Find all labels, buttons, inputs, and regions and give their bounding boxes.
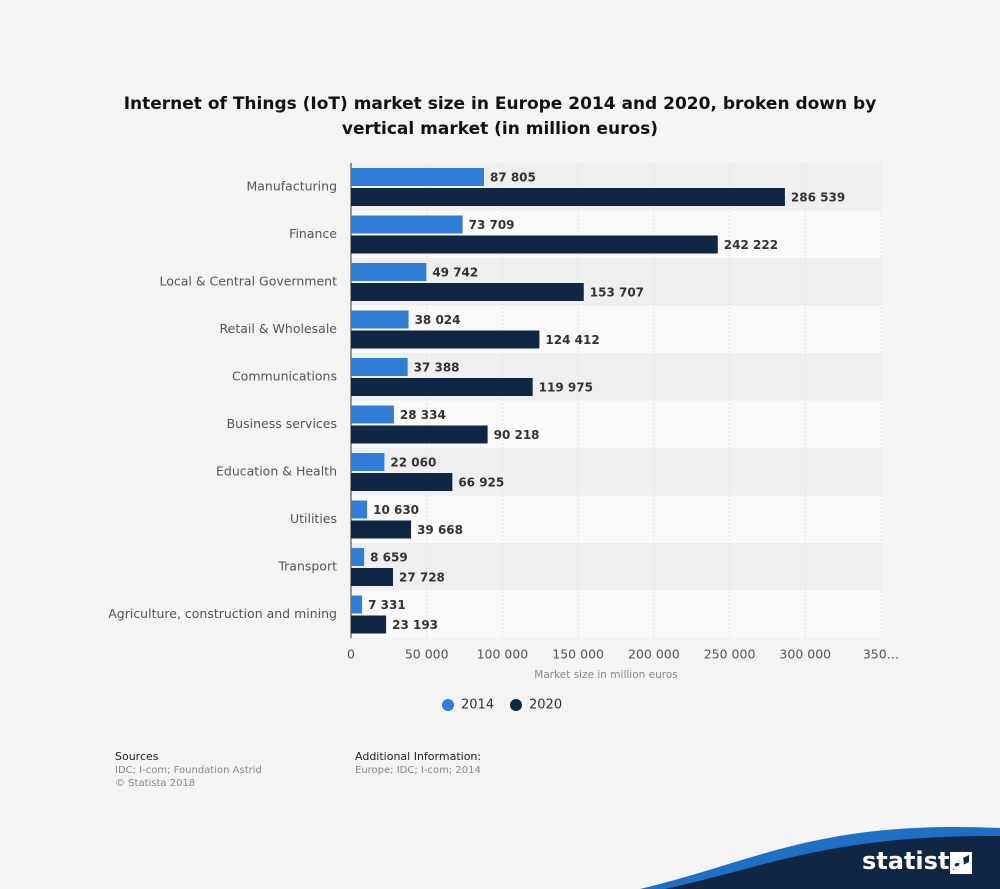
value-label: 49 742 bbox=[432, 266, 478, 280]
value-label: 37 388 bbox=[414, 361, 460, 375]
x-axis-title: Market size in million euros bbox=[534, 669, 677, 681]
x-tick-label: 150 000 bbox=[552, 647, 604, 662]
bar bbox=[351, 235, 718, 254]
chart-title: Internet of Things (IoT) market size in … bbox=[123, 94, 877, 139]
bar bbox=[351, 283, 584, 301]
y-tick-label: Business services bbox=[227, 416, 337, 431]
bar bbox=[351, 378, 533, 396]
x-tick-label: 50 000 bbox=[405, 647, 449, 662]
row-band bbox=[351, 543, 881, 591]
sources-heading: Sources bbox=[115, 750, 159, 763]
bar bbox=[351, 568, 393, 586]
y-tick-label: Retail & Wholesale bbox=[220, 321, 338, 336]
y-tick-label: Utilities bbox=[290, 511, 337, 526]
info-text: Europe; IDC; I-com; 2014 bbox=[355, 765, 481, 776]
y-tick-label: Manufacturing bbox=[246, 178, 337, 193]
x-tick-label: 100 000 bbox=[477, 647, 529, 662]
x-tick-label: 200 000 bbox=[628, 647, 680, 662]
bar bbox=[351, 168, 484, 186]
bar bbox=[351, 520, 412, 539]
value-label: 38 024 bbox=[415, 313, 461, 327]
y-tick-label: Agriculture, construction and mining bbox=[108, 606, 337, 621]
bar bbox=[351, 425, 488, 444]
y-tick-label: Local & Central Government bbox=[159, 273, 337, 288]
value-label: 153 707 bbox=[590, 286, 644, 300]
row-band bbox=[351, 495, 881, 543]
value-label: 7 331 bbox=[368, 598, 406, 612]
bar bbox=[351, 595, 363, 614]
legend-label: 2014 bbox=[461, 698, 494, 713]
legend-label: 2020 bbox=[529, 698, 562, 713]
value-label: 66 925 bbox=[458, 476, 504, 490]
y-tick-label: Transport bbox=[277, 558, 337, 573]
x-tick-label: 300 000 bbox=[779, 647, 831, 662]
value-label: 28 334 bbox=[400, 408, 446, 422]
bar bbox=[351, 358, 408, 376]
value-label: 22 060 bbox=[390, 456, 436, 470]
sources-text: IDC; I-com; Foundation Astrid bbox=[115, 765, 262, 776]
value-label: 286 539 bbox=[791, 191, 845, 205]
x-tick-label: 0 bbox=[347, 647, 355, 662]
row-band bbox=[351, 590, 881, 638]
value-label: 242 222 bbox=[724, 238, 778, 252]
bar bbox=[351, 310, 409, 329]
bar bbox=[351, 263, 427, 281]
value-label: 90 218 bbox=[494, 428, 540, 442]
legend-marker bbox=[510, 699, 522, 711]
value-label: 39 668 bbox=[417, 523, 463, 537]
brand-swoosh bbox=[665, 835, 1000, 889]
bar bbox=[351, 615, 387, 634]
value-label: 73 709 bbox=[469, 218, 515, 232]
y-tick-label: Communications bbox=[232, 368, 337, 383]
copyright: © Statista 2018 bbox=[115, 778, 195, 789]
value-label: 119 975 bbox=[539, 381, 593, 395]
x-tick-label: 350… bbox=[863, 647, 899, 662]
bar bbox=[351, 405, 394, 424]
bar bbox=[351, 473, 453, 491]
y-tick-label: Education & Health bbox=[216, 463, 337, 478]
value-label: 8 659 bbox=[370, 551, 408, 565]
bar bbox=[351, 453, 385, 471]
bar bbox=[351, 330, 540, 349]
value-label: 27 728 bbox=[399, 571, 445, 585]
y-tick-label: Finance bbox=[289, 226, 337, 241]
bar bbox=[351, 548, 365, 566]
value-label: 124 412 bbox=[545, 333, 599, 347]
legend-marker bbox=[442, 699, 454, 711]
brand-icon bbox=[950, 852, 972, 874]
info-heading: Additional Information: bbox=[355, 750, 481, 763]
brand-logo: statista bbox=[862, 847, 966, 875]
bar bbox=[351, 188, 785, 206]
value-label: 87 805 bbox=[490, 171, 536, 185]
value-label: 23 193 bbox=[392, 618, 438, 632]
value-label: 10 630 bbox=[373, 503, 419, 517]
bar bbox=[351, 500, 368, 519]
bar bbox=[351, 215, 463, 234]
x-tick-label: 250 000 bbox=[704, 647, 756, 662]
